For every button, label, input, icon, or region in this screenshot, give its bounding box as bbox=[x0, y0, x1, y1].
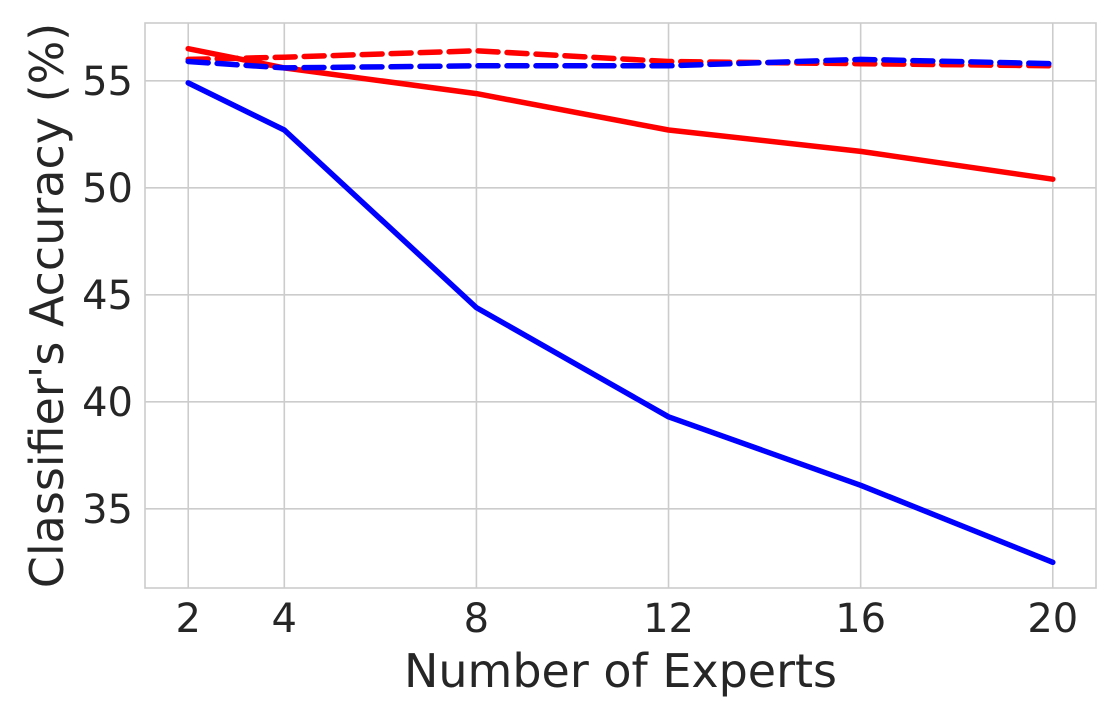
y-tick-label: 45 bbox=[82, 273, 133, 319]
x-tick-labels: 2 4 8 12 16 20 bbox=[176, 596, 1079, 642]
series-group bbox=[185, 45, 1056, 566]
series-line-3 bbox=[185, 80, 1056, 566]
grid bbox=[145, 23, 1096, 588]
y-tick-label: 35 bbox=[82, 487, 133, 533]
series-line-2 bbox=[185, 48, 1056, 69]
x-tick-label: 16 bbox=[835, 596, 886, 642]
y-axis-title: Classifier's Accuracy (%) bbox=[20, 23, 74, 588]
y-tick-label: 40 bbox=[82, 380, 133, 426]
y-tick-label: 50 bbox=[82, 166, 133, 212]
series-line-4 bbox=[185, 56, 1056, 71]
x-tick-label: 20 bbox=[1027, 596, 1078, 642]
x-tick-label: 2 bbox=[176, 596, 201, 642]
plot-frame bbox=[144, 22, 1097, 589]
x-tick-label: 8 bbox=[464, 596, 489, 642]
x-tick-label: 12 bbox=[643, 596, 694, 642]
x-axis-title: Number of Experts bbox=[404, 644, 837, 698]
series-line-1 bbox=[185, 45, 1056, 182]
x-tick-label: 4 bbox=[272, 596, 297, 642]
y-tick-labels: 35 40 45 50 55 bbox=[82, 59, 133, 533]
y-tick-label: 55 bbox=[82, 59, 133, 105]
